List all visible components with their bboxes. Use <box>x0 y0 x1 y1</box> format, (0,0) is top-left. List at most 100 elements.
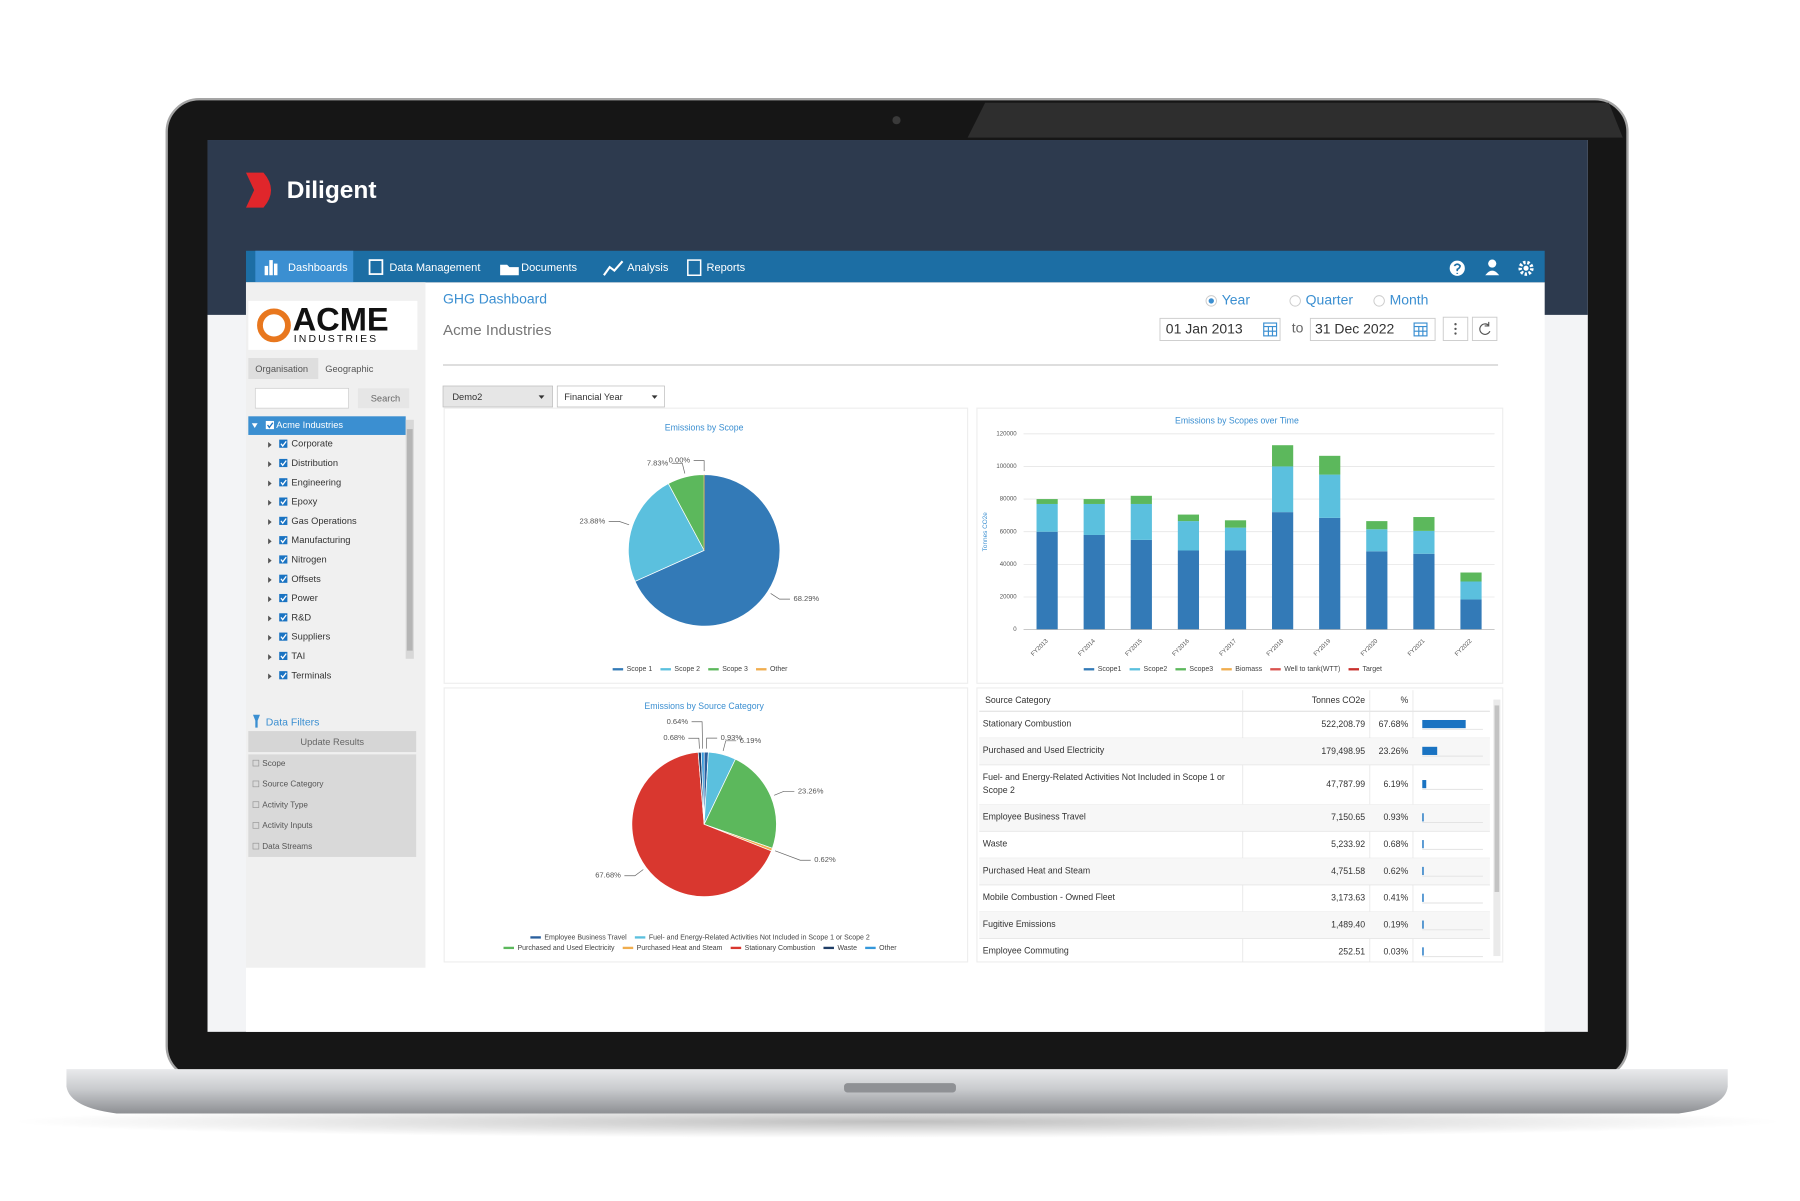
tree-arrow <box>268 577 272 583</box>
nav-item[interactable]: Data Management <box>389 262 480 274</box>
filter-item[interactable]: Source Category <box>262 780 324 789</box>
tree-item[interactable]: Distribution <box>291 458 338 468</box>
checkbox[interactable] <box>279 458 288 468</box>
tree-item[interactable]: Offsets <box>291 574 321 584</box>
nav-item[interactable]: Analysis <box>627 262 669 274</box>
legend-label[interactable]: Purchased Heat and Steam <box>637 945 723 952</box>
tree-item[interactable]: TAI <box>291 651 305 661</box>
checkbox[interactable] <box>279 632 288 641</box>
checkbox[interactable] <box>279 593 288 603</box>
sidebar-tab[interactable]: Organisation <box>255 364 308 374</box>
radio[interactable] <box>1373 295 1385 307</box>
leader-line <box>770 593 790 600</box>
tree-item[interactable]: Suppliers <box>291 632 330 642</box>
tree-item[interactable]: Epoxy <box>291 497 317 507</box>
dropdown-label[interactable]: Financial Year <box>564 392 623 402</box>
nav-item[interactable]: Dashboards <box>288 262 348 274</box>
tree-item[interactable]: Engineering <box>291 477 341 487</box>
nav-item[interactable]: Documents <box>521 262 577 274</box>
dropdown[interactable] <box>442 385 553 408</box>
legend-label[interactable]: Target <box>1363 666 1382 673</box>
date-to: 31 Dec 2022 <box>1315 321 1394 337</box>
checkbox[interactable] <box>279 574 288 583</box>
tree-scrollbar[interactable] <box>406 429 413 651</box>
tree-item[interactable]: Corporate <box>291 439 332 449</box>
expand-box[interactable] <box>252 759 260 767</box>
check <box>280 556 287 563</box>
data-label: 0.93% <box>721 733 743 742</box>
tree-item[interactable]: Gas Operations <box>291 516 357 526</box>
legend-label[interactable]: Biomass <box>1235 666 1262 673</box>
tree-item[interactable]: Nitrogen <box>291 555 326 565</box>
radio[interactable] <box>1289 295 1301 307</box>
dropdown-label[interactable]: Demo2 <box>452 392 482 402</box>
legend-label[interactable]: Other <box>770 666 788 673</box>
legend-label[interactable]: Purchased and Used Electricity <box>517 945 615 952</box>
date-from-input[interactable] <box>1159 317 1281 341</box>
legend-label[interactable]: Scope 1 <box>627 666 653 673</box>
cell: Waste <box>983 838 1007 848</box>
search-input[interactable] <box>254 387 349 409</box>
tree-item[interactable]: Manufacturing <box>291 535 350 545</box>
legend-label[interactable]: Employee Business Travel <box>544 934 627 941</box>
legend-label[interactable]: Well to tank(WTT) <box>1284 666 1340 673</box>
tree-item[interactable]: Terminals <box>291 670 331 680</box>
checkbox[interactable] <box>279 671 288 680</box>
tree-root[interactable]: Acme Industries <box>276 420 343 430</box>
checkbox[interactable] <box>265 420 274 430</box>
filter-item[interactable]: Scope <box>262 759 286 768</box>
bar-segment <box>1130 495 1152 504</box>
legend-label[interactable]: Stationary Combustion <box>745 945 816 952</box>
expand-box[interactable] <box>252 780 260 788</box>
help-icon[interactable] <box>1453 263 1462 274</box>
tree-item[interactable]: Power <box>291 593 317 603</box>
checkbox[interactable] <box>279 651 288 661</box>
checkbox[interactable] <box>279 613 288 622</box>
table-scrollbar[interactable] <box>1494 705 1500 892</box>
update-button-label[interactable]: Update Results <box>300 737 364 747</box>
refresh-button[interactable] <box>1471 316 1498 341</box>
legend-label[interactable]: Scope 2 <box>674 666 700 673</box>
filter-item[interactable]: Activity Inputs <box>262 821 312 830</box>
checkbox[interactable] <box>279 478 288 487</box>
filter-item[interactable]: Activity Type <box>262 800 308 809</box>
legend-label[interactable]: Waste <box>837 945 857 952</box>
legend-label[interactable]: Scope3 <box>1189 666 1213 673</box>
percent-bar <box>1422 893 1424 902</box>
tree-item[interactable]: R&D <box>291 612 311 622</box>
date-from: 01 Jan 2013 <box>1166 321 1243 337</box>
check <box>280 614 287 621</box>
period-option[interactable]: Month <box>1390 292 1429 308</box>
leader-line <box>624 869 644 877</box>
checkbox[interactable] <box>279 536 288 545</box>
sidebar-tab[interactable]: Geographic <box>325 364 373 374</box>
legend-label[interactable]: Scope 3 <box>722 666 748 673</box>
legend-label[interactable]: Other <box>879 945 897 952</box>
tree-selected[interactable] <box>248 416 406 435</box>
dropdown[interactable] <box>556 385 665 408</box>
period-option[interactable]: Year <box>1222 292 1251 308</box>
bar-segment <box>1177 521 1200 551</box>
checkbox[interactable] <box>279 497 288 506</box>
nav-item[interactable]: Reports <box>706 262 745 274</box>
filter-item[interactable]: Data Streams <box>262 842 312 851</box>
checkbox[interactable] <box>279 555 288 564</box>
date-to-input[interactable] <box>1309 317 1436 341</box>
legend-label[interactable]: Scope2 <box>1144 666 1168 673</box>
expand-box[interactable] <box>252 801 260 808</box>
legend-label[interactable]: Scope1 <box>1098 666 1122 673</box>
tab-active[interactable] <box>248 358 319 379</box>
legend-label[interactable]: Fuel- and Energy-Related Activities Not … <box>649 934 870 941</box>
check <box>280 479 287 486</box>
search-button[interactable] <box>357 388 410 409</box>
category-cell: Fuel- and Energy-Related Activities Not … <box>982 772 1225 796</box>
calendar-icons[interactable] <box>1263 322 1428 337</box>
checkbox[interactable] <box>279 439 288 448</box>
expand-box[interactable] <box>252 842 260 850</box>
checkbox[interactable] <box>279 516 288 525</box>
search-button-label[interactable]: Search <box>371 393 401 403</box>
expand-box[interactable] <box>252 822 260 829</box>
update-button[interactable] <box>248 731 417 753</box>
period-option[interactable]: Quarter <box>1306 292 1354 308</box>
